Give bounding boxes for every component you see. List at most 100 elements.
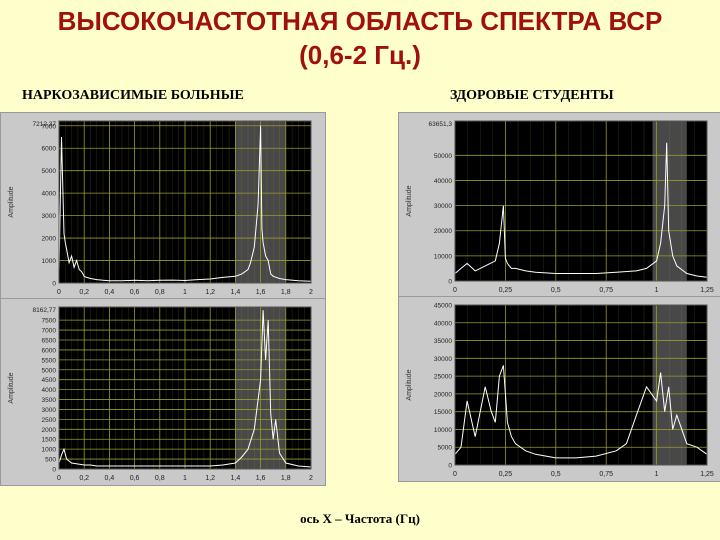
y-tick-label: 6000: [42, 146, 57, 153]
x-tick-label: 1,4: [231, 475, 241, 482]
y-tick-label: 1000: [42, 258, 57, 265]
y-tick-label: 1000: [42, 447, 57, 454]
x-tick-label: 1,6: [256, 475, 266, 482]
y-tick-label: 3500: [42, 397, 57, 404]
chart-panel-students-2: 0 0,25 0,5 0,75 1 1,25 0 5000 10000 15000 20000 250…: [398, 296, 720, 482]
x-tick-label: 0,5: [551, 287, 561, 294]
slide-title-line1: ВЫСОКОЧАСТОТНАЯ ОБЛАСТЬ СПЕКТРА ВСР: [57, 6, 663, 36]
x-tick-label: 0,4: [105, 289, 115, 296]
x-tick-label: 1,4: [231, 289, 241, 296]
y-tick-label: 0: [52, 467, 56, 474]
x-axis-caption: ось X – Частота (Гц): [300, 511, 420, 526]
x-tick-label: 0: [453, 471, 457, 478]
chart-panel-addicts-2: 0 0,2 0,4 0,6 0,8 1 1,2 1,4 1,6 1,8 2 0 500 1000 1500 2…: [0, 298, 326, 486]
y-tick-label: 1500: [42, 437, 57, 444]
y-axis-label: Amplitude: [406, 369, 413, 400]
x-tick-label: 0,8: [155, 289, 165, 296]
highlight-band: [652, 305, 687, 465]
y-tick-label: 30000: [434, 203, 452, 210]
y-tick-label: 45000: [434, 303, 452, 310]
y-tick-label: 40000: [434, 178, 452, 185]
x-tick-label: 1,8: [281, 289, 291, 296]
y-tick-label: 7000: [42, 123, 57, 130]
y-max-label: 63651,3: [429, 121, 453, 128]
y-tick-label: 0: [448, 463, 452, 470]
slide-title-line2: (0,6-2 Гц.): [299, 40, 421, 70]
y-tick-label: 25000: [434, 374, 452, 381]
y-tick-label: 3000: [42, 407, 57, 414]
x-tick-label: 1,2: [205, 475, 215, 482]
y-tick-label: 3000: [42, 213, 57, 220]
y-axis-label: Amplitude: [406, 185, 413, 216]
y-tick-label: 6500: [42, 337, 57, 344]
x-tick-label: 2: [309, 289, 313, 296]
y-tick-label: 2000: [42, 427, 57, 434]
y-tick-label: 2000: [42, 236, 57, 243]
x-tick-label: 1,2: [205, 289, 215, 296]
y-tick-label: 5000: [42, 367, 57, 374]
spectrum-chart-addicts-1: 0 0,2 0,4 0,6 0,8 1 1,2 1,4 1,6 1,8 2 0 1000 2000 3000…: [8, 120, 313, 296]
x-tick-label: 0: [57, 475, 61, 482]
x-tick-label: 0,75: [599, 471, 613, 478]
spectrum-chart-addicts-2: 0 0,2 0,4 0,6 0,8 1 1,2 1,4 1,6 1,8 2 0 500 1000 1500 2…: [8, 306, 313, 482]
y-tick-label: 5000: [42, 168, 57, 175]
y-tick-label: 5000: [438, 445, 453, 452]
y-max-label: 7212,37: [33, 121, 57, 128]
x-tick-label: 0,4: [105, 475, 115, 482]
y-tick-label: 4000: [42, 191, 57, 198]
y-tick-label: 0: [52, 281, 56, 288]
right-group-heading: ЗДОРОВЫЕ СТУДЕНТЫ: [450, 88, 614, 103]
y-tick-label: 40000: [434, 320, 452, 327]
x-tick-label: 0: [453, 287, 457, 294]
series-line: [58, 125, 312, 282]
left-group-heading: НАРКОЗАВИСИМЫЕ БОЛЬНЫЕ: [22, 88, 244, 103]
chart-panel-students-1: 0 0,25 0,5 0,75 1 1,25 0 10000 20000 30000 40000 50…: [398, 112, 720, 298]
x-tick-label: 0,25: [499, 287, 513, 294]
x-tick-label: 1: [183, 475, 187, 482]
y-tick-label: 20000: [434, 228, 452, 235]
y-tick-label: 5500: [42, 357, 57, 364]
y-tick-label: 35000: [434, 338, 452, 345]
spectrum-chart-students-2: 0 0,25 0,5 0,75 1 1,25 0 5000 10000 15000 20000 250…: [406, 303, 714, 479]
y-tick-label: 20000: [434, 391, 452, 398]
x-tick-label: 1: [655, 287, 659, 294]
x-tick-label: 0,6: [130, 475, 140, 482]
x-tick-label: 0,6: [130, 289, 140, 296]
plot-frame: [58, 306, 312, 470]
x-tick-label: 0,25: [499, 471, 513, 478]
y-tick-label: 2500: [42, 417, 57, 424]
plot-frame: [58, 120, 312, 284]
y-tick-label: 10000: [434, 253, 452, 260]
x-tick-label: 1: [183, 289, 187, 296]
series-line: [58, 310, 312, 468]
y-tick-label: 6000: [42, 347, 57, 354]
y-tick-label: 500: [45, 457, 56, 464]
y-tick-label: 30000: [434, 356, 452, 363]
y-tick-label: 7500: [42, 318, 57, 325]
plot-frame: [454, 304, 708, 466]
y-tick-label: 15000: [434, 409, 452, 416]
y-tick-label: 0: [448, 279, 452, 286]
y-tick-label: 10000: [434, 427, 452, 434]
x-tick-label: 0,8: [155, 475, 165, 482]
y-tick-label: 4500: [42, 377, 57, 384]
spectrum-chart-students-1: 0 0,25 0,5 0,75 1 1,25 0 10000 20000 30000 40000 50…: [406, 120, 714, 294]
x-tick-label: 1,6: [256, 289, 266, 296]
x-tick-label: 1,8: [281, 475, 291, 482]
series-line: [454, 365, 708, 459]
y-tick-label: 7000: [42, 328, 57, 335]
series-line: [454, 142, 708, 278]
x-tick-label: 0,2: [79, 289, 89, 296]
y-axis-label: Amplitude: [8, 186, 15, 217]
x-tick-label: 0,2: [79, 475, 89, 482]
plot-frame: [454, 120, 708, 282]
y-tick-label: 50000: [434, 153, 452, 160]
y-axis-label: Amplitude: [8, 372, 15, 403]
x-tick-label: 1: [655, 471, 659, 478]
chart-panel-addicts-1: 0 0,2 0,4 0,6 0,8 1 1,2 1,4 1,6 1,8 2 0 1000 2000 3000…: [0, 112, 326, 300]
x-tick-label: 0,5: [551, 471, 561, 478]
y-tick-label: 4000: [42, 387, 57, 394]
x-tick-label: 2: [309, 475, 313, 482]
x-tick-label: 0,75: [599, 287, 613, 294]
y-max-label: 8162,77: [33, 307, 57, 314]
